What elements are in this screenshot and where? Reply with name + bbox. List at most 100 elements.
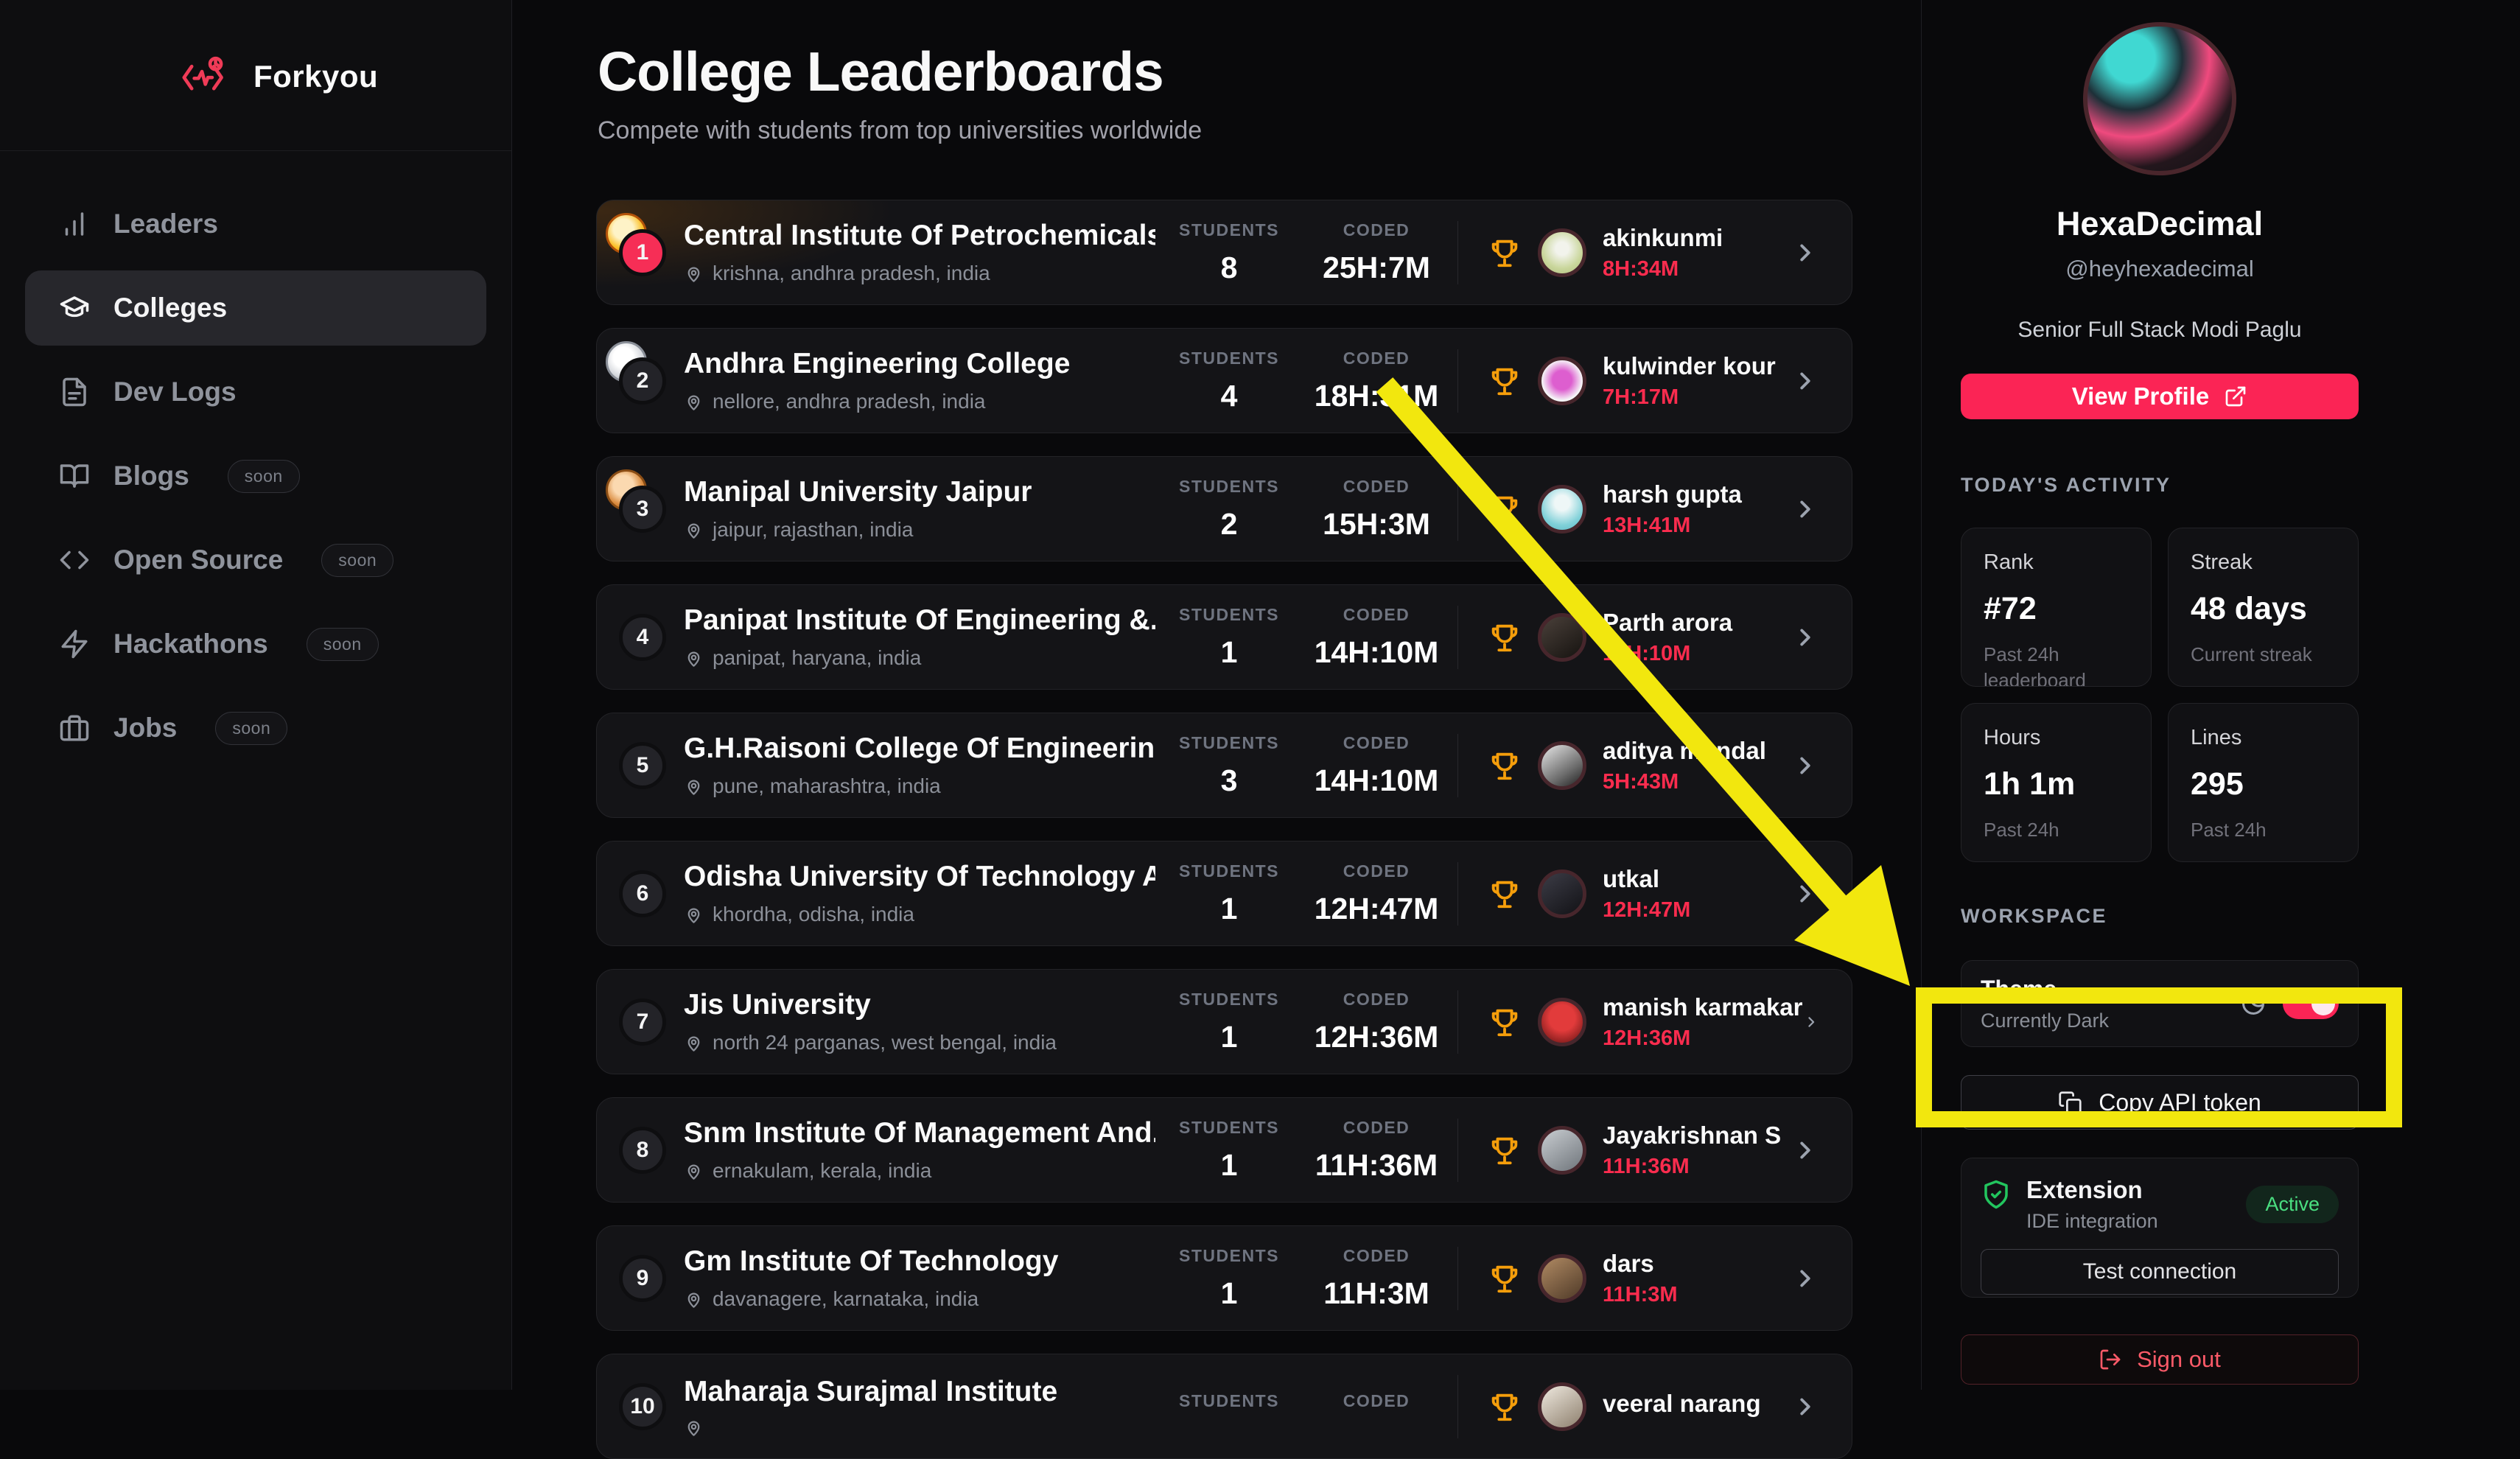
page-title: College Leaderboards	[598, 41, 1164, 102]
leaderboard-row[interactable]: 7 Jis University north 24 parganas, west…	[596, 969, 1852, 1074]
students-column: STUDENTS 1	[1155, 605, 1303, 670]
chevron-right-icon[interactable]	[1791, 1393, 1819, 1421]
chevron-right-icon[interactable]	[1791, 1264, 1819, 1292]
students-column: STUDENTS 1	[1155, 861, 1303, 926]
extension-label: Extension	[2026, 1176, 2143, 1203]
log-out-icon	[2100, 1349, 2121, 1370]
leaderboard-row[interactable]: 9 Gm Institute Of Technology davanagere,…	[596, 1225, 1852, 1331]
copy-api-token-button[interactable]: Copy API token	[1961, 1075, 2359, 1130]
college-location: jaipur, rajasthan, india	[684, 518, 1155, 542]
sidebar-item-label: Hackathons	[113, 629, 268, 659]
college-name: Jis University	[684, 989, 871, 1021]
sidebar-item-hackathons[interactable]: Hackathons soon	[25, 606, 486, 682]
leaderboard-row[interactable]: 2 Andhra Engineering College nellore, an…	[596, 328, 1852, 433]
activity-card-sub: Current streak	[2191, 643, 2312, 665]
page-subtitle: Compete with students from top universit…	[598, 116, 1203, 144]
column-divider	[1457, 220, 1458, 284]
coded-column: CODED 14H:10M	[1303, 733, 1450, 798]
sidebar-item-jobs[interactable]: Jobs soon	[25, 690, 486, 766]
chevron-right-icon[interactable]	[1791, 623, 1819, 651]
rank-badge: 9	[619, 1254, 666, 1302]
sidebar-item-dev-logs[interactable]: Dev Logs	[25, 354, 486, 430]
top-contributor: utkal 12H:47M	[1488, 865, 1690, 923]
college-name: Gm Institute Of Technology	[684, 1245, 1059, 1277]
students-column: STUDENTS 1	[1155, 1246, 1303, 1311]
sidebar-item-blogs[interactable]: Blogs soon	[25, 438, 486, 514]
app-name: Forkyou	[253, 59, 379, 94]
location-pin-icon	[687, 1292, 700, 1308]
moon-icon	[2242, 993, 2264, 1015]
top-user-avatar	[1538, 1125, 1586, 1175]
college-location: nellore, andhra pradesh, india	[684, 390, 1155, 413]
chevron-right-icon[interactable]	[1803, 1008, 1820, 1036]
shield-check-icon	[1984, 1180, 2008, 1209]
students-label: STUDENTS	[1179, 861, 1279, 881]
top-contributor: harsh gupta 13H:41M	[1488, 480, 1742, 538]
sidebar-item-colleges[interactable]: Colleges	[25, 270, 486, 346]
activity-card-value: 48 days	[2191, 591, 2307, 626]
sidebar-item-leaders[interactable]: Leaders	[25, 186, 486, 262]
column-divider	[1457, 733, 1458, 797]
activity-card-sub: Past 24h leaderboard	[1984, 643, 2086, 687]
students-label: STUDENTS	[1179, 989, 1279, 1009]
college-info: Panipat Institute Of Engineering &... pa…	[684, 604, 1155, 670]
college-info: Andhra Engineering College nellore, andh…	[684, 348, 1155, 413]
app-logo[interactable]: Forkyou	[0, 0, 511, 97]
top-user-name: manish karmakar	[1603, 993, 1803, 1021]
leaderboard-row[interactable]: 5 G.H.Raisoni College Of Engineering &..…	[596, 713, 1852, 818]
students-column: STUDENTS 8	[1155, 220, 1303, 285]
column-divider	[1457, 1118, 1458, 1182]
activity-card-value: 1h 1m	[1984, 766, 2076, 802]
leaderboard-row[interactable]: 4 Panipat Institute Of Engineering &... …	[596, 584, 1852, 690]
students-label: STUDENTS	[1179, 604, 1279, 624]
location-pin-icon	[687, 1036, 700, 1052]
chevron-right-icon[interactable]	[1791, 495, 1819, 523]
trophy-icon	[1491, 1393, 1518, 1421]
sidebar-item-label: Blogs	[113, 461, 189, 491]
students-column: STUDENTS 2	[1155, 477, 1303, 542]
chevron-right-icon[interactable]	[1791, 367, 1819, 395]
theme-toggle[interactable]	[2283, 988, 2339, 1019]
leaderboard-row[interactable]: 6 Odisha University Of Technology And...…	[596, 841, 1852, 946]
activity-section-label: TODAY'S ACTIVITY	[1961, 474, 2171, 496]
chevron-right-icon[interactable]	[1791, 880, 1819, 908]
college-location: north 24 parganas, west bengal, india	[684, 1031, 1155, 1054]
students-label: STUDENTS	[1179, 1117, 1279, 1137]
extension-sub: IDE integration	[2026, 1210, 2158, 1232]
sign-out-button[interactable]: Sign out	[1961, 1334, 2359, 1385]
rank-badge: 7	[619, 998, 666, 1046]
location-text: pune, maharashtra, india	[713, 774, 941, 797]
location-pin-icon	[687, 1164, 700, 1180]
students-column: STUDENTS 1	[1155, 990, 1303, 1054]
sidebar-item-open-source[interactable]: Open Source soon	[25, 522, 486, 598]
coded-column: CODED 25H:7M	[1303, 220, 1450, 285]
sidebar-nav: Leaders Colleges Dev Logs Blogs soon Ope…	[0, 151, 511, 766]
sidebar-item-label: Jobs	[113, 713, 178, 743]
chevron-right-icon[interactable]	[1791, 1136, 1819, 1164]
coded-value: 11H:3M	[1323, 1276, 1429, 1310]
coded-label: CODED	[1343, 1117, 1410, 1137]
location-text: krishna, andhra pradesh, india	[713, 262, 990, 284]
leaderboard-row[interactable]: 3 Manipal University Jaipur jaipur, raja…	[596, 456, 1852, 561]
chevron-right-icon[interactable]	[1791, 752, 1819, 780]
rank-number: 7	[619, 998, 666, 1046]
students-value: 1	[1220, 891, 1238, 926]
top-user-name: kulwinder kour	[1603, 351, 1776, 379]
coded-value: 25H:7M	[1323, 250, 1430, 284]
chevron-right-icon[interactable]	[1791, 239, 1819, 267]
top-user-avatar	[1538, 741, 1586, 790]
leaderboard-row[interactable]: 10 Maharaja Surajmal Institute STUDENTS …	[596, 1354, 1852, 1459]
view-profile-button[interactable]: View Profile	[1961, 374, 2359, 419]
rank-number: 2	[619, 357, 666, 405]
top-user-name: utkal	[1603, 864, 1660, 892]
column-divider	[1457, 349, 1458, 413]
leaderboard-row[interactable]: 8 Snm Institute Of Management And... ern…	[596, 1097, 1852, 1203]
view-profile-label: View Profile	[2071, 382, 2210, 410]
test-connection-button[interactable]: Test connection	[1981, 1249, 2339, 1295]
trophy-icon	[1491, 368, 1518, 395]
profile-title: Senior Full Stack Modi Paglu	[2017, 318, 2302, 342]
leaderboard-row[interactable]: 1 Central Institute Of Petrochemicals...…	[596, 200, 1852, 305]
profile-avatar	[2083, 22, 2236, 175]
coded-label: CODED	[1343, 989, 1410, 1009]
sidebar-item-label: Colleges	[113, 293, 228, 323]
